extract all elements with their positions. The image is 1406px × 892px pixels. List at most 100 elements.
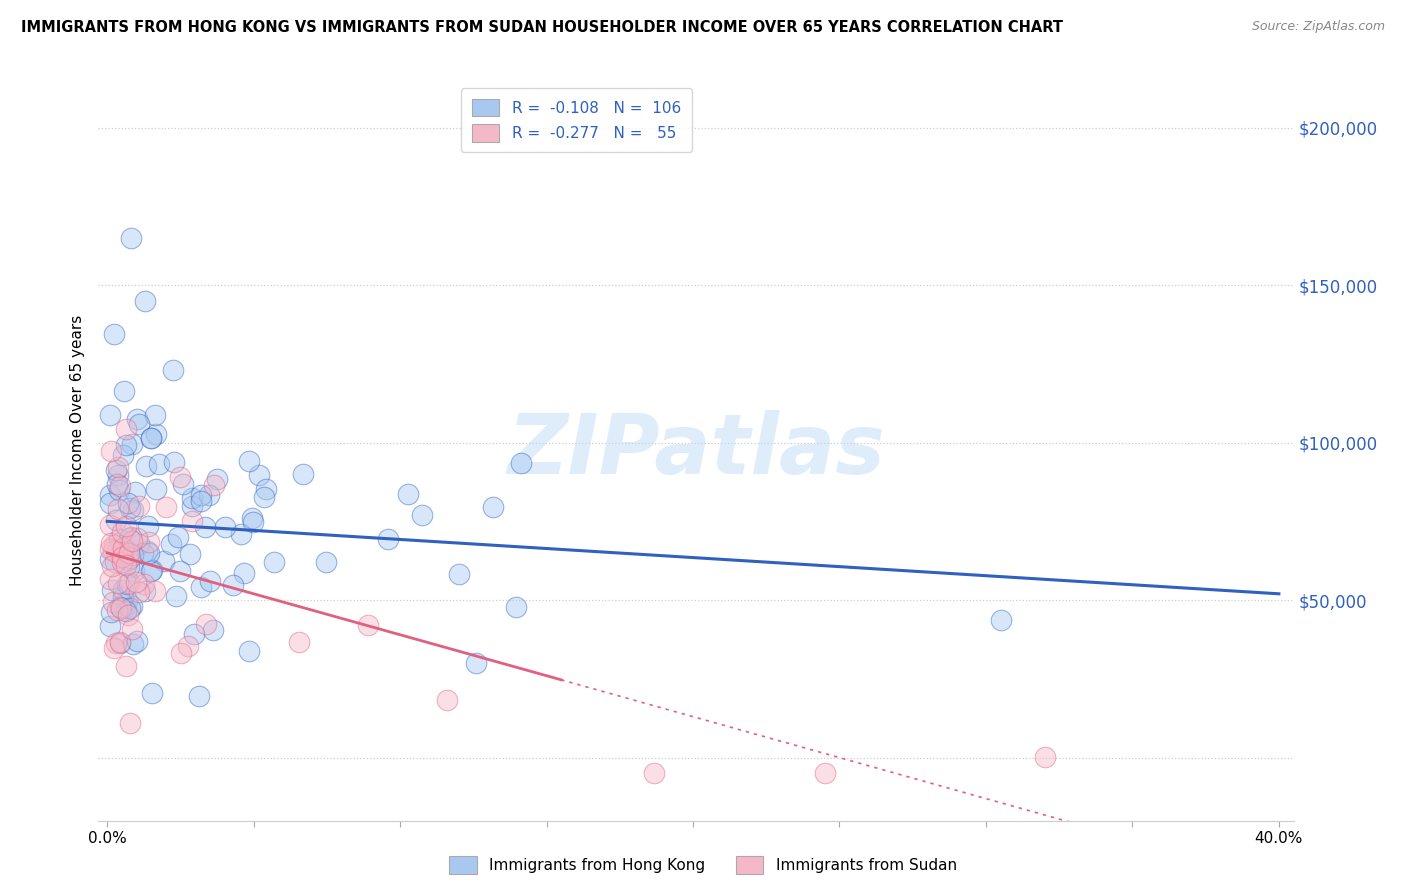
Point bbox=[411, 508, 433, 523]
Point bbox=[166, 530, 188, 544]
Point bbox=[121, 622, 143, 636]
Point bbox=[101, 595, 124, 609]
Point bbox=[198, 487, 221, 501]
Point bbox=[202, 477, 225, 491]
Point bbox=[190, 488, 212, 502]
Point bbox=[104, 545, 127, 559]
Point bbox=[98, 408, 121, 422]
Point bbox=[240, 511, 263, 525]
Point bbox=[117, 608, 139, 623]
Point bbox=[120, 231, 142, 245]
Point bbox=[122, 637, 145, 651]
Point bbox=[118, 531, 141, 545]
Point bbox=[121, 534, 143, 549]
Point bbox=[110, 601, 132, 615]
Point bbox=[232, 566, 254, 580]
Point bbox=[100, 558, 122, 573]
Point bbox=[153, 554, 176, 568]
Legend: R =  -0.108   N =  106, R =  -0.277   N =   55: R = -0.108 N = 106, R = -0.277 N = 55 bbox=[461, 88, 692, 153]
Point bbox=[118, 600, 141, 615]
Point bbox=[145, 583, 167, 598]
Point bbox=[238, 453, 260, 467]
Point bbox=[162, 455, 184, 469]
Point bbox=[187, 689, 209, 703]
Point bbox=[117, 553, 139, 567]
Point bbox=[107, 467, 129, 482]
Point bbox=[98, 495, 121, 509]
Point bbox=[115, 438, 138, 452]
Point bbox=[118, 715, 141, 730]
Point bbox=[125, 574, 148, 589]
Point bbox=[117, 593, 139, 607]
Point bbox=[134, 584, 156, 599]
Point bbox=[124, 564, 146, 578]
Point bbox=[128, 499, 150, 513]
Point bbox=[118, 500, 141, 515]
Text: Source: ZipAtlas.com: Source: ZipAtlas.com bbox=[1251, 20, 1385, 33]
Point bbox=[121, 599, 143, 614]
Point bbox=[107, 460, 129, 475]
Point bbox=[143, 408, 166, 422]
Point bbox=[112, 600, 135, 615]
Point bbox=[98, 572, 121, 586]
Point bbox=[115, 577, 138, 591]
Point bbox=[180, 499, 202, 513]
Point bbox=[127, 412, 149, 426]
Point bbox=[141, 563, 163, 577]
Point bbox=[111, 448, 134, 462]
Point bbox=[122, 502, 145, 516]
Point bbox=[1033, 749, 1056, 764]
Point bbox=[115, 604, 138, 618]
Point bbox=[111, 555, 134, 569]
Point bbox=[115, 519, 138, 533]
Point bbox=[136, 543, 159, 558]
Point bbox=[180, 491, 202, 506]
Point bbox=[510, 457, 533, 471]
Point bbox=[117, 496, 139, 510]
Point bbox=[447, 566, 470, 581]
Point bbox=[179, 548, 201, 562]
Point bbox=[125, 633, 148, 648]
Point bbox=[108, 599, 131, 614]
Point bbox=[124, 484, 146, 499]
Point bbox=[263, 555, 285, 569]
Point bbox=[100, 605, 122, 619]
Point bbox=[222, 578, 245, 592]
Point bbox=[145, 426, 167, 441]
Point bbox=[114, 422, 136, 436]
Point bbox=[98, 619, 121, 633]
Point bbox=[118, 546, 141, 560]
Point bbox=[396, 487, 419, 501]
Point bbox=[107, 576, 129, 591]
Point bbox=[112, 582, 135, 597]
Point bbox=[155, 500, 177, 514]
Point bbox=[139, 431, 162, 445]
Point bbox=[134, 577, 156, 591]
Y-axis label: Householder Income Over 65 years: Householder Income Over 65 years bbox=[70, 315, 86, 586]
Legend: Immigrants from Hong Kong, Immigrants from Sudan: Immigrants from Hong Kong, Immigrants fr… bbox=[443, 850, 963, 880]
Point bbox=[118, 576, 141, 591]
Point bbox=[110, 479, 132, 493]
Point bbox=[436, 693, 458, 707]
Point bbox=[377, 532, 399, 546]
Point bbox=[110, 636, 132, 650]
Point bbox=[131, 546, 153, 560]
Point bbox=[169, 646, 191, 660]
Point bbox=[100, 444, 122, 458]
Point bbox=[135, 459, 157, 474]
Point bbox=[103, 327, 125, 342]
Point bbox=[254, 482, 277, 496]
Point bbox=[205, 472, 228, 486]
Point bbox=[148, 457, 170, 471]
Point bbox=[110, 635, 132, 649]
Text: ZIPatlas: ZIPatlas bbox=[508, 410, 884, 491]
Point bbox=[134, 293, 156, 308]
Point bbox=[111, 550, 134, 565]
Point bbox=[194, 520, 217, 534]
Point bbox=[200, 574, 222, 588]
Point bbox=[183, 627, 205, 641]
Point bbox=[169, 564, 191, 578]
Point bbox=[105, 463, 128, 477]
Point bbox=[190, 494, 212, 508]
Point bbox=[814, 766, 837, 780]
